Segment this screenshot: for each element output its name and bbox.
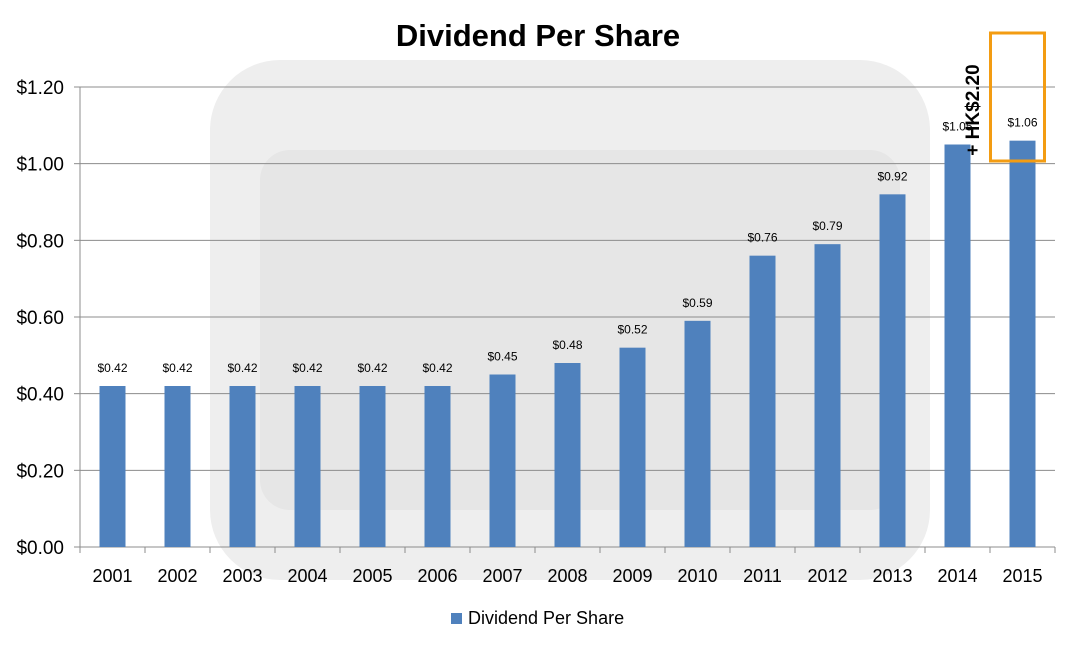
- bar: [684, 320, 711, 547]
- x-tick-label: 2005: [352, 566, 392, 586]
- bar: [879, 194, 906, 548]
- x-tick-label: 2008: [547, 566, 587, 586]
- data-label: $1.05: [942, 120, 972, 134]
- bar: [424, 386, 451, 547]
- data-label: $1.06: [1007, 116, 1037, 130]
- data-label: $0.76: [747, 231, 777, 245]
- data-label: $0.79: [812, 219, 842, 233]
- x-tick-label: 2013: [872, 566, 912, 586]
- bar: [554, 363, 581, 547]
- y-tick-label: $1.20: [16, 78, 64, 99]
- data-label: $0.42: [97, 361, 127, 375]
- y-tick-label: $0.60: [16, 308, 64, 329]
- annotation: + HK$2.20: [963, 31, 1046, 163]
- legend-label: Dividend Per Share: [468, 608, 624, 628]
- bar: [229, 386, 256, 547]
- legend-swatch: [451, 613, 462, 624]
- bar: [359, 386, 386, 547]
- y-tick-label: $0.80: [16, 231, 64, 252]
- bar: [489, 374, 516, 547]
- y-tick-label: $1.00: [16, 155, 64, 176]
- data-labels: $0.42 $0.42 $0.42 $0.42 $0.42 $0.42 $0.45 $0.48…: [97, 116, 1037, 375]
- x-tick-label: 2007: [482, 566, 522, 586]
- x-tick-label: 2003: [222, 566, 262, 586]
- x-tick-label: 2001: [92, 566, 132, 586]
- x-tick-label: 2011: [743, 566, 782, 586]
- data-label: $0.59: [682, 296, 712, 310]
- y-tick-label: $0.20: [16, 461, 64, 482]
- highlight-box: [989, 31, 1046, 163]
- x-tick-label: 2002: [157, 566, 197, 586]
- bar: [99, 386, 126, 547]
- bar: [164, 386, 191, 547]
- data-label: $0.42: [227, 361, 257, 375]
- data-label: $0.42: [422, 361, 452, 375]
- bar: [619, 347, 646, 547]
- data-label: $0.48: [552, 338, 582, 352]
- x-tick-label: 2006: [417, 566, 457, 586]
- x-tick-label: 2004: [287, 566, 327, 586]
- bar: [1009, 140, 1036, 547]
- bar: [814, 244, 841, 547]
- annotation-text: + HK$2.20: [963, 64, 984, 155]
- data-label: $0.42: [292, 361, 322, 375]
- x-tick-label: 2014: [937, 566, 977, 586]
- legend: Dividend Per Share: [451, 608, 624, 628]
- data-label: $0.42: [162, 361, 192, 375]
- x-tick-label: 2010: [677, 566, 717, 586]
- bar: [294, 386, 321, 547]
- x-tick-label: 2012: [807, 566, 847, 586]
- bars: [99, 140, 1036, 548]
- chart-title: Dividend Per Share: [395, 18, 681, 53]
- data-label: $0.52: [617, 323, 647, 337]
- bar: [944, 144, 971, 547]
- x-tick-label: 2015: [1002, 566, 1042, 586]
- data-label: $0.42: [357, 361, 387, 375]
- y-tick-label: $0.40: [16, 385, 64, 406]
- bar: [749, 255, 776, 547]
- data-label: $0.45: [487, 350, 517, 364]
- x-tick-label: 2009: [612, 566, 652, 586]
- y-tick-label: $0.00: [16, 538, 64, 559]
- data-label: $0.92: [877, 169, 907, 183]
